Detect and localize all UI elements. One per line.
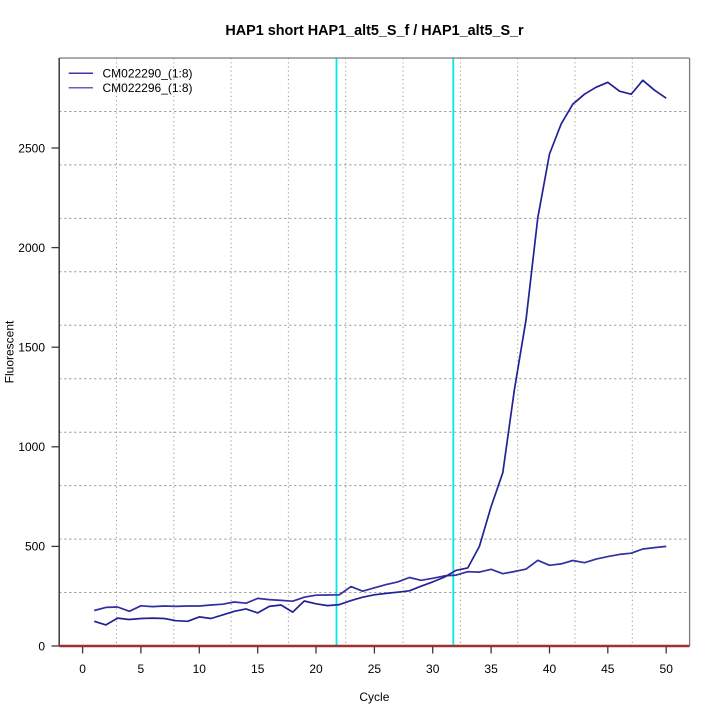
svg-text:CM022296_(1:8): CM022296_(1:8) <box>103 81 193 95</box>
svg-text:Cycle: Cycle <box>359 690 389 704</box>
svg-text:50: 50 <box>660 662 674 676</box>
svg-text:HAP1 short HAP1_alt5_S_f / HAP: HAP1 short HAP1_alt5_S_f / HAP1_alt5_S_r <box>225 23 524 39</box>
svg-text:25: 25 <box>368 662 382 676</box>
svg-text:1000: 1000 <box>18 440 45 454</box>
svg-text:0: 0 <box>79 662 86 676</box>
svg-text:CM022290_(1:8): CM022290_(1:8) <box>103 67 193 81</box>
svg-text:500: 500 <box>25 540 45 554</box>
svg-text:45: 45 <box>601 662 615 676</box>
svg-text:2000: 2000 <box>18 241 45 255</box>
svg-text:5: 5 <box>138 662 145 676</box>
svg-text:20: 20 <box>309 662 323 676</box>
svg-text:10: 10 <box>193 662 207 676</box>
svg-text:35: 35 <box>484 662 498 676</box>
svg-text:Fluorescent: Fluorescent <box>2 320 16 383</box>
svg-text:15: 15 <box>251 662 265 676</box>
svg-text:0: 0 <box>38 639 45 653</box>
svg-text:2500: 2500 <box>18 141 45 155</box>
svg-text:40: 40 <box>543 662 557 676</box>
svg-text:1500: 1500 <box>18 341 45 355</box>
svg-text:30: 30 <box>426 662 440 676</box>
